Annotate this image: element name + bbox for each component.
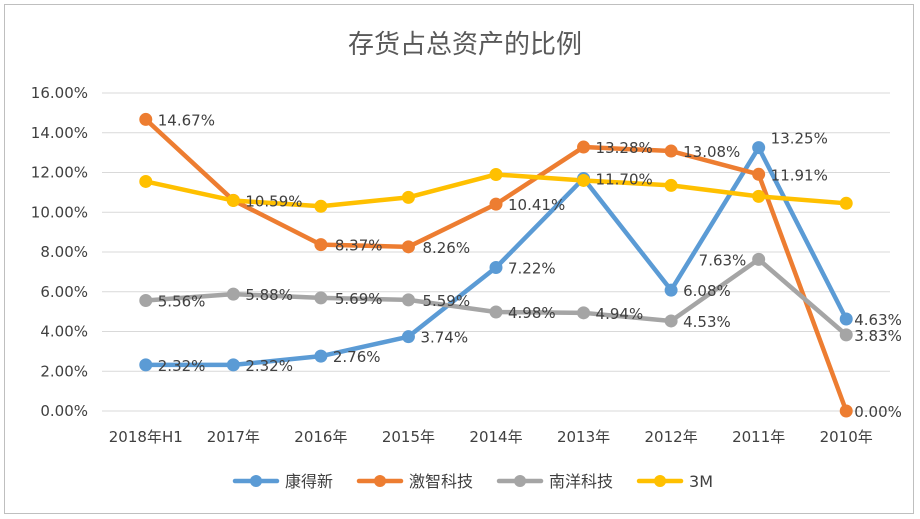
data-label: 8.26% [422, 239, 470, 257]
chart-title: 存货占总资产的比例 [348, 30, 582, 60]
data-label: 4.53% [683, 313, 731, 331]
data-label: 10.41% [508, 196, 565, 214]
data-point [839, 312, 853, 326]
data-point [314, 238, 328, 252]
data-point [314, 199, 328, 213]
data-label: 7.63% [699, 251, 747, 269]
data-label: 13.08% [683, 143, 740, 161]
data-label: 3.83% [854, 327, 902, 345]
y-axis-ticks: 0.00% 2.00% 4.00% 6.00% 8.00% 10.00% 12.00% 14.… [31, 84, 88, 420]
x-tick-label: 2018年H1 [109, 428, 183, 446]
data-label: 8.37% [335, 237, 383, 255]
data-label: 13.25% [771, 130, 828, 148]
data-label: 5.56% [158, 292, 206, 310]
y-tick-label: 8.00% [40, 243, 88, 261]
legend-label: 南洋科技 [549, 472, 613, 491]
data-point [139, 293, 153, 307]
data-point [577, 306, 591, 320]
data-label: 2.32% [245, 357, 293, 375]
data-labels: 2.32% 2.32% 2.76% 3.74% 7.22% 11.70% 6.08% 13.2… [158, 111, 902, 421]
data-point [752, 189, 766, 203]
y-tick-label: 6.00% [40, 283, 88, 301]
data-point [401, 293, 415, 307]
data-point [664, 178, 678, 192]
legend-marker [250, 475, 262, 487]
data-point [752, 252, 766, 266]
data-point [489, 305, 503, 319]
legend-label: 激智科技 [409, 472, 473, 491]
data-label: 5.88% [245, 286, 293, 304]
x-axis-ticks: 2018年H1 2017年 2016年 2015年 2014年 2013年 2012年 201… [109, 428, 873, 446]
x-tick-label: 2010年 [820, 428, 873, 446]
legend-marker [514, 475, 527, 487]
data-label: 2.32% [158, 357, 206, 375]
data-label: 5.59% [422, 292, 470, 310]
data-point [314, 291, 328, 305]
series-points [139, 112, 853, 418]
data-label: 3.74% [420, 329, 468, 347]
legend-marker [654, 475, 667, 487]
data-point [139, 174, 153, 188]
data-point [489, 167, 503, 181]
y-tick-label: 12.00% [31, 164, 88, 182]
data-point [664, 314, 678, 328]
data-label: 11.70% [596, 170, 653, 188]
y-tick-label: 10.00% [31, 203, 88, 221]
data-point [489, 197, 503, 211]
data-point [839, 196, 853, 210]
data-point [139, 358, 153, 372]
data-label: 14.67% [158, 111, 215, 129]
data-point [489, 261, 503, 275]
data-point [226, 358, 240, 372]
data-point [314, 349, 328, 363]
y-tick-label: 14.00% [31, 124, 88, 142]
legend-label: 3M [689, 472, 713, 491]
y-tick-label: 4.00% [40, 323, 88, 341]
data-label: 7.22% [508, 260, 556, 278]
x-tick-label: 2011年 [732, 428, 785, 446]
data-point [664, 144, 678, 158]
legend: 康得新 激智科技 南洋科技 3M [232, 472, 713, 491]
data-label: 4.63% [854, 311, 902, 329]
y-tick-label: 16.00% [31, 84, 88, 102]
x-tick-label: 2017年 [207, 428, 260, 446]
data-point [664, 283, 678, 297]
data-point [752, 141, 766, 155]
data-point [139, 112, 153, 126]
x-tick-label: 2016年 [294, 428, 347, 446]
x-tick-label: 2012年 [645, 428, 698, 446]
data-label: 11.91% [771, 166, 828, 184]
data-point [401, 190, 415, 204]
data-point [839, 328, 853, 342]
data-point [839, 404, 853, 418]
legend-label: 康得新 [285, 472, 333, 491]
data-label: 2.76% [333, 348, 381, 366]
data-point [226, 194, 240, 208]
x-tick-label: 2013年 [557, 428, 610, 446]
data-label: 6.08% [683, 282, 731, 300]
data-point [577, 140, 591, 154]
data-label: 4.98% [508, 304, 556, 322]
data-label: 0.00% [854, 403, 902, 421]
y-tick-label: 0.00% [40, 402, 88, 420]
data-label: 5.69% [335, 290, 383, 308]
data-point [401, 330, 415, 344]
data-label: 13.28% [596, 139, 653, 157]
data-point [752, 167, 766, 181]
x-tick-label: 2014年 [469, 428, 522, 446]
x-tick-label: 2015年 [382, 428, 435, 446]
data-point [577, 173, 591, 187]
legend-marker [374, 475, 387, 487]
data-point [401, 240, 415, 254]
y-tick-label: 2.00% [40, 362, 88, 380]
data-label: 4.94% [596, 305, 644, 323]
data-label: 10.59% [245, 193, 302, 211]
data-point [226, 287, 240, 301]
